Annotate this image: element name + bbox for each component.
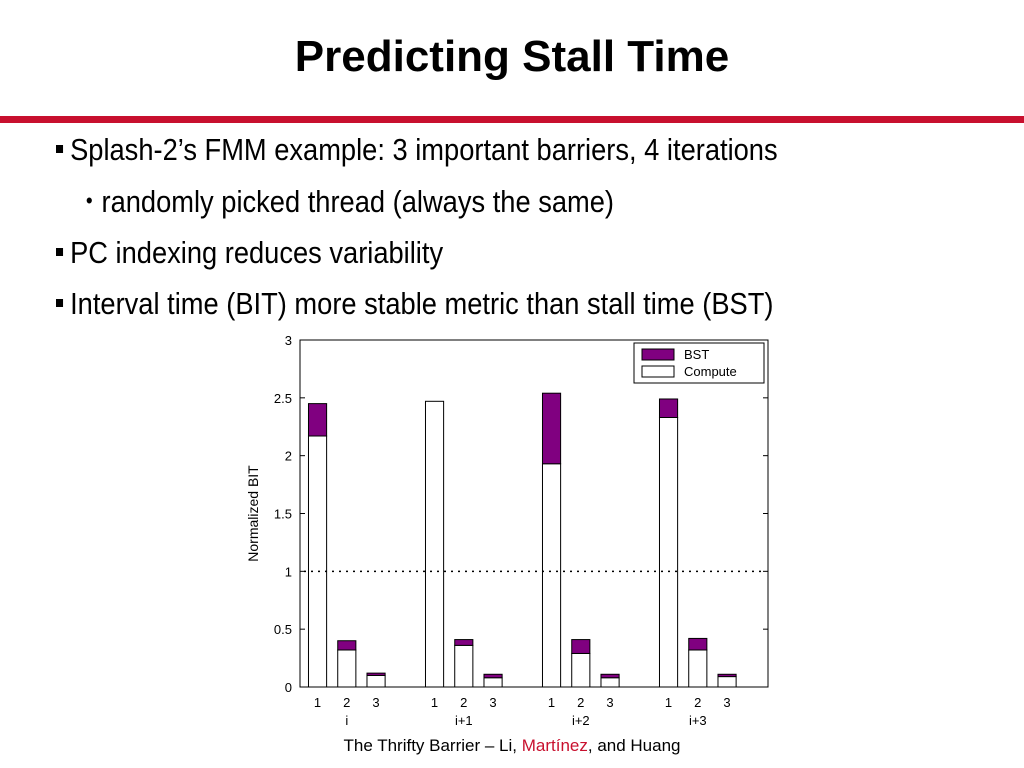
bullet-3: Interval time (BIT) more stable metric t… [56, 288, 773, 319]
bar-bst [366, 672, 386, 676]
footer-text-before: The Thrifty Barrier – Li, [343, 736, 522, 755]
legend-swatch [641, 348, 675, 361]
bar-compute [658, 416, 679, 688]
bar-compute [717, 676, 737, 688]
bullet-1: Splash-2’s FMM example: 3 important barr… [56, 134, 778, 165]
square-bullet-icon [56, 298, 64, 307]
x-group-label: i+3 [689, 713, 707, 728]
x-group-label: i+1 [455, 713, 473, 728]
bullet-1-sub: • randomly picked thread (always the same… [86, 186, 614, 217]
dot-bullet-icon: • [85, 188, 93, 213]
footer-author-highlight: Martínez [521, 736, 588, 755]
x-group-label: i [345, 713, 348, 728]
bar-compute [337, 649, 357, 688]
bar-compute [688, 649, 708, 688]
x-tick-label: 3 [372, 695, 379, 710]
square-bullet-icon [56, 247, 64, 256]
title-divider [0, 116, 1024, 123]
y-axis-label: Normalized BIT [245, 465, 261, 562]
x-tick-label: 1 [665, 695, 672, 710]
bar-bst [717, 673, 737, 678]
x-group-label: i+2 [572, 713, 590, 728]
slide-title: Predicting Stall Time [294, 32, 730, 81]
x-tick-label: 2 [694, 695, 701, 710]
bullet-2-text: PC indexing reduces variability [70, 235, 444, 270]
legend-label: BST [684, 347, 709, 362]
footer-text-after: , and Huang [587, 736, 681, 755]
y-tick-label: 0.5 [274, 622, 292, 637]
x-tick-label: 1 [548, 695, 555, 710]
x-tick-label: 2 [343, 695, 350, 710]
x-tick-label: 3 [606, 695, 613, 710]
y-tick-label: 0 [285, 680, 292, 695]
x-tick-label: 1 [314, 695, 321, 710]
bar-compute [366, 674, 386, 688]
bar-compute [541, 463, 562, 688]
x-tick-label: 1 [431, 695, 438, 710]
bar-compute [600, 677, 620, 688]
y-tick-label: 3 [285, 333, 292, 348]
y-tick-label: 2.5 [274, 391, 292, 406]
bar-compute [454, 644, 474, 688]
bullet-1-text: Splash-2’s FMM example: 3 important barr… [70, 132, 778, 167]
legend-label: Compute [684, 364, 737, 379]
bullet-1-sub-text: randomly picked thread (always the same) [101, 184, 614, 219]
bar-compute [571, 652, 591, 688]
x-tick-label: 2 [460, 695, 467, 710]
bar-compute [307, 435, 328, 688]
bar-bst [307, 403, 328, 437]
x-tick-label: 3 [723, 695, 730, 710]
slide-footer: The Thrifty Barrier – Li, Martínez, and … [0, 736, 1024, 756]
bar-bst [483, 673, 503, 679]
bar-bst [658, 398, 679, 418]
bullet-2: PC indexing reduces variability [56, 237, 443, 268]
bar-compute [424, 400, 445, 688]
bar-bst [454, 639, 474, 646]
x-tick-label: 3 [489, 695, 496, 710]
y-tick-label: 1.5 [274, 507, 292, 522]
bar-bst [337, 640, 357, 651]
bar-bst [571, 639, 591, 654]
x-tick-label: 2 [577, 695, 584, 710]
legend-swatch [641, 365, 675, 378]
bar-bst [688, 637, 708, 651]
y-tick-label: 2 [285, 449, 292, 464]
bar-compute [483, 677, 503, 688]
bar-bst [541, 392, 562, 465]
bullet-3-text: Interval time (BIT) more stable metric t… [70, 286, 774, 321]
square-bullet-icon [56, 144, 64, 153]
y-tick-label: 1 [285, 564, 292, 579]
bar-bst [600, 673, 620, 679]
plot-frame [299, 339, 769, 688]
bit-chart-svg: 0 0.5 1 1.5 2 2.5 3 Normalized BIT 1 2 i 3 1 2 i+1 3 1 2 i… [245, 333, 769, 728]
bit-chart: 0 0.5 1 1.5 2 2.5 3 Normalized BIT 1 2 i 3 1 2 i+1 3 1 2 i… [236, 328, 796, 738]
